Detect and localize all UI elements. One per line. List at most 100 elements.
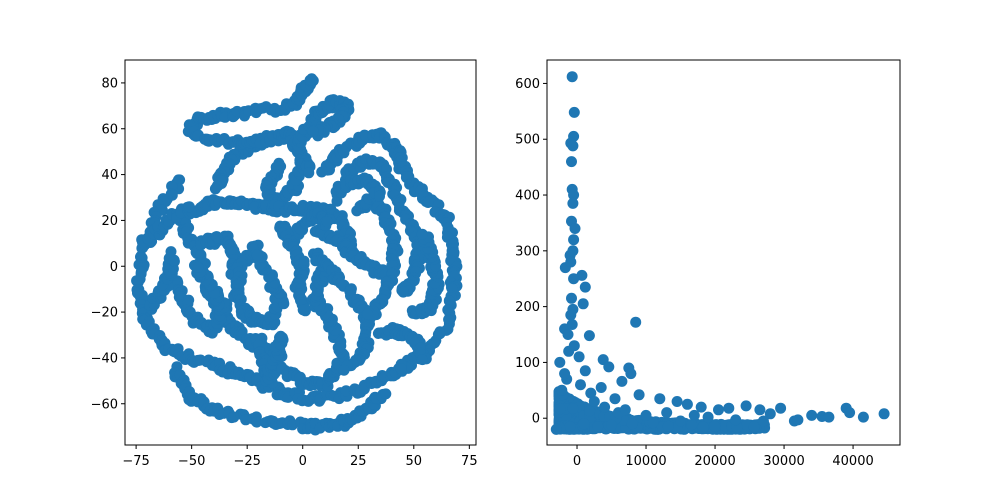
left-axes-frame	[124, 59, 477, 446]
scatter-point	[131, 275, 143, 287]
scatter-point	[592, 421, 604, 433]
scatter-point	[606, 419, 617, 431]
y-tick-label: −20	[91, 306, 118, 321]
scatter-point	[775, 402, 787, 414]
y-tick-label: −40	[91, 351, 118, 366]
scatter-point	[609, 393, 621, 405]
scatter-point	[723, 402, 735, 414]
scatter-point	[583, 330, 595, 342]
scatter-point	[380, 388, 392, 400]
scatter-point	[688, 409, 700, 421]
scatter-point	[565, 309, 577, 321]
scatter-point	[554, 403, 566, 415]
y-tick-label: 60	[101, 122, 118, 137]
scatter-point	[397, 286, 409, 298]
scatter-point	[748, 421, 760, 433]
x-tick-label: 20000	[694, 454, 735, 469]
y-tick-label: −60	[91, 397, 118, 412]
scatter-point	[559, 368, 571, 380]
scatter-point	[661, 407, 673, 419]
scatter-point	[584, 405, 596, 417]
scatter-point	[630, 316, 642, 328]
scatter-point	[616, 375, 628, 387]
left-scatter-points	[131, 73, 463, 436]
y-tick-label: 100	[515, 356, 540, 371]
scatter-point	[166, 180, 178, 192]
right-x-axis-ticks: 0 10000 20000 30000 40000	[573, 445, 874, 469]
scatter-point	[568, 234, 580, 246]
y-tick-label: 400	[515, 189, 540, 204]
scatter-point	[740, 400, 752, 412]
scatter-point	[633, 389, 645, 401]
scatter-point	[713, 404, 724, 416]
scatter-point	[562, 329, 574, 340]
scatter-point	[306, 74, 318, 86]
scatter-point	[251, 249, 263, 261]
left-scatter-plot: −75 −50 −25 0 25 50 75 −60 −40 −20 0 20 40 60 80	[91, 59, 478, 469]
y-tick-label: 500	[515, 133, 540, 148]
scatter-point	[878, 408, 890, 420]
scatter-point	[568, 273, 580, 285]
scatter-point	[806, 409, 818, 421]
scatter-point	[647, 417, 659, 429]
scatter-point	[209, 183, 221, 195]
y-tick-label: 0	[532, 412, 540, 427]
x-tick-label: 75	[461, 454, 478, 469]
right-y-axis-ticks: 0 100 200 300 400 500 600	[515, 77, 547, 427]
scatter-point	[374, 190, 385, 202]
scatter-point	[681, 398, 693, 410]
scatter-point	[625, 368, 637, 380]
scatter-point	[275, 330, 287, 342]
y-tick-label: 300	[515, 244, 540, 259]
scatter-point	[588, 396, 600, 407]
x-tick-label: −75	[122, 454, 149, 469]
scatter-point	[757, 415, 769, 427]
scatter-point	[168, 254, 180, 266]
scatter-point	[416, 354, 428, 366]
y-tick-label: 0	[110, 260, 118, 275]
scatter-point	[702, 411, 714, 423]
scatter-point	[695, 401, 707, 413]
scatter-point	[573, 351, 585, 363]
left-y-axis-ticks: −60 −40 −20 0 20 40 60 80	[91, 76, 125, 412]
scatter-point	[577, 298, 589, 310]
y-tick-label: 40	[101, 168, 118, 183]
scatter-point	[416, 228, 428, 240]
x-tick-label: −50	[178, 454, 205, 469]
x-tick-label: 25	[350, 454, 367, 469]
scatter-point	[730, 414, 742, 426]
x-tick-label: 0	[573, 454, 581, 469]
scatter-point	[626, 418, 638, 430]
scatter-point	[671, 396, 683, 407]
scatter-point	[823, 411, 835, 423]
scatter-point	[792, 414, 804, 426]
scatter-point	[568, 189, 580, 201]
scatter-point	[654, 393, 666, 405]
left-x-axis-ticks: −75 −50 −25 0 25 50 75	[122, 445, 478, 469]
scatter-point	[251, 416, 263, 428]
scatter-point	[565, 256, 577, 268]
scatter-point	[576, 269, 588, 281]
scatter-point	[564, 421, 576, 433]
scatter-point	[556, 384, 568, 396]
scatter-point	[249, 201, 261, 213]
scatter-point	[321, 216, 333, 228]
scatter-point	[566, 71, 578, 83]
scatter-point	[662, 420, 674, 432]
scatter-point	[675, 415, 686, 427]
scatter-point	[183, 201, 195, 213]
y-tick-label: 600	[515, 77, 540, 92]
scatter-point	[566, 156, 577, 168]
scatter-point	[568, 106, 580, 118]
scatter-point	[567, 140, 579, 152]
y-tick-label: 80	[101, 76, 118, 91]
x-tick-label: 30000	[763, 454, 804, 469]
scatter-point	[578, 418, 590, 430]
scatter-point	[550, 423, 562, 435]
scatter-point	[579, 281, 591, 293]
right-scatter-points	[550, 71, 890, 435]
scatter-point	[764, 408, 776, 420]
scatter-point	[566, 292, 577, 304]
